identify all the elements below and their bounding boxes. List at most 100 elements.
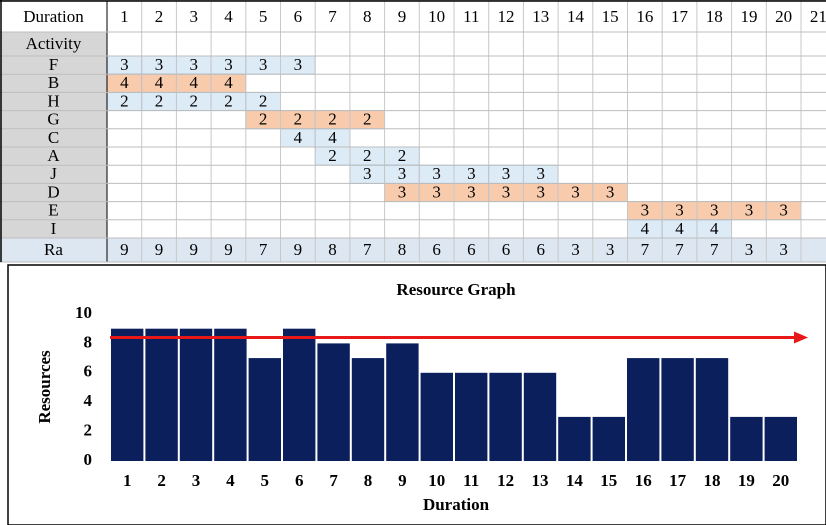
total-value: 6 <box>502 240 511 259</box>
cell-value: 3 <box>537 182 546 201</box>
cell-value: 3 <box>363 164 372 183</box>
activity-label: F <box>49 55 58 74</box>
cell-value: 3 <box>398 164 407 183</box>
bar <box>386 343 419 461</box>
bar <box>145 328 178 461</box>
total-value: 6 <box>537 240 546 259</box>
x-tick-label: 3 <box>192 471 201 490</box>
x-tick-label: 17 <box>669 471 687 490</box>
cell-value: 3 <box>120 55 129 74</box>
column-header: 1 <box>120 7 129 26</box>
column-header: 4 <box>224 7 233 26</box>
total-value: 9 <box>294 240 303 259</box>
y-tick-label: 10 <box>75 303 92 322</box>
corner-label: Duration <box>23 7 84 26</box>
cell-value: 4 <box>294 128 303 147</box>
x-tick-label: 13 <box>532 471 549 490</box>
x-tick-label: 19 <box>738 471 755 490</box>
cell-value: 3 <box>710 201 719 220</box>
cell-value: 3 <box>190 55 199 74</box>
column-header: 18 <box>706 7 723 26</box>
y-tick-label: 8 <box>84 332 93 351</box>
y-axis-label: Resources <box>35 350 54 424</box>
activity-label: C <box>48 128 59 147</box>
cell-value: 3 <box>467 182 476 201</box>
column-header: 12 <box>498 7 515 26</box>
cell-value: 3 <box>467 164 476 183</box>
arrow-head <box>794 331 808 344</box>
bar <box>627 358 660 461</box>
column-header: 5 <box>259 7 268 26</box>
bar <box>592 416 625 461</box>
label-column <box>0 32 107 238</box>
y-tick-label: 0 <box>84 450 93 469</box>
activity-label: H <box>47 91 59 110</box>
cell-value: 3 <box>779 201 788 220</box>
x-tick-label: 5 <box>261 471 270 490</box>
cell-value: 3 <box>432 164 441 183</box>
total-value: 9 <box>120 240 129 259</box>
column-header: 8 <box>363 7 372 26</box>
x-tick-label: 6 <box>295 471 304 490</box>
column-header: 13 <box>532 7 549 26</box>
bar <box>730 416 763 461</box>
bar <box>420 372 453 461</box>
cell-value: 2 <box>328 110 337 129</box>
total-value: 3 <box>779 240 788 259</box>
column-header: 6 <box>294 7 303 26</box>
cell-value: 2 <box>190 91 199 110</box>
total-value: 3 <box>571 240 580 259</box>
x-tick-label: 10 <box>428 471 445 490</box>
column-header: 19 <box>740 7 757 26</box>
x-tick-label: 7 <box>329 471 338 490</box>
column-header: 3 <box>190 7 199 26</box>
cell-value: 3 <box>432 182 441 201</box>
x-tick-label: 12 <box>497 471 514 490</box>
cell-value: 2 <box>155 91 164 110</box>
total-value: 6 <box>432 240 441 259</box>
y-tick-label: 2 <box>84 421 93 440</box>
cell-value: 3 <box>675 201 684 220</box>
total-value: 3 <box>745 240 754 259</box>
column-header: 21 <box>810 7 826 26</box>
cell-value: 3 <box>606 182 615 201</box>
total-value: 7 <box>363 240 372 259</box>
cell-value: 3 <box>398 182 407 201</box>
cell-value: 2 <box>328 146 337 165</box>
cell-value: 3 <box>745 201 754 220</box>
total-row <box>0 238 826 262</box>
cell-value: 2 <box>294 110 303 129</box>
x-tick-label: 9 <box>398 471 407 490</box>
y-tick-label: 4 <box>84 391 93 410</box>
activity-label: E <box>48 201 58 220</box>
x-tick-label: 1 <box>123 471 132 490</box>
bar <box>351 358 385 461</box>
bar <box>661 358 694 461</box>
cell-value: 3 <box>224 55 233 74</box>
cell-value: 2 <box>398 146 407 165</box>
cell-value: 4 <box>155 73 164 92</box>
x-tick-label: 20 <box>772 471 789 490</box>
bar <box>111 328 144 461</box>
x-tick-label: 4 <box>226 471 235 490</box>
cell-value: 3 <box>571 182 580 201</box>
total-value: 8 <box>398 240 407 259</box>
bar <box>248 358 281 461</box>
cell-value: 3 <box>502 182 511 201</box>
x-tick-label: 8 <box>364 471 373 490</box>
column-header: 9 <box>398 7 407 26</box>
total-value: 8 <box>328 240 337 259</box>
x-tick-label: 11 <box>463 471 479 490</box>
cell-value: 3 <box>641 201 650 220</box>
column-header: 15 <box>602 7 619 26</box>
cell-value: 2 <box>259 91 268 110</box>
subheader-label: Activity <box>26 34 82 53</box>
cell-value: 3 <box>537 164 546 183</box>
x-tick-label: 16 <box>635 471 652 490</box>
cell-value: 3 <box>294 55 303 74</box>
column-header: 7 <box>328 7 337 26</box>
total-value: 9 <box>155 240 164 259</box>
total-value: 7 <box>641 240 650 259</box>
bar <box>764 416 797 461</box>
